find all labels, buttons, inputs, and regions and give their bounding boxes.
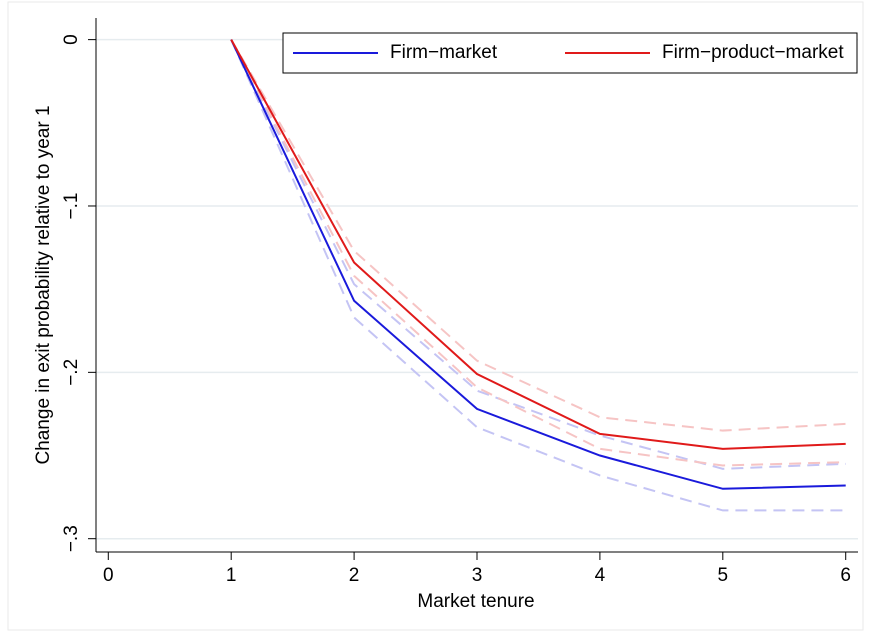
x-tick-label: 4 — [595, 565, 606, 586]
x-tick-label: 3 — [472, 565, 483, 586]
y-tick-label: −.1 — [61, 193, 82, 220]
x-tick-label: 6 — [840, 565, 851, 586]
y-tick-label: 0 — [61, 34, 82, 45]
y-axis-label: Change in exit probability relative to y… — [33, 105, 54, 464]
x-tick-label: 1 — [226, 565, 237, 586]
series-line — [230, 39, 846, 490]
ci-upper-line — [230, 39, 846, 432]
y-tick-label: −.3 — [61, 525, 82, 552]
ci-lower-line — [230, 39, 846, 467]
x-tick-label: 0 — [103, 565, 114, 586]
x-axis-label: Market tenure — [417, 591, 534, 612]
y-tick-label: −.2 — [61, 359, 82, 386]
figure-frame — [7, 1, 864, 631]
x-tick-label: 2 — [349, 565, 360, 586]
series-line — [230, 39, 846, 450]
x-tick-label: 5 — [718, 565, 729, 586]
legend: Firm−market Firm−product−market — [282, 32, 858, 74]
ci-lower-line — [230, 39, 846, 512]
legend-label: Firm−market — [390, 42, 498, 63]
legend-label: Firm−product−market — [662, 42, 844, 63]
ci-upper-line — [230, 39, 846, 470]
